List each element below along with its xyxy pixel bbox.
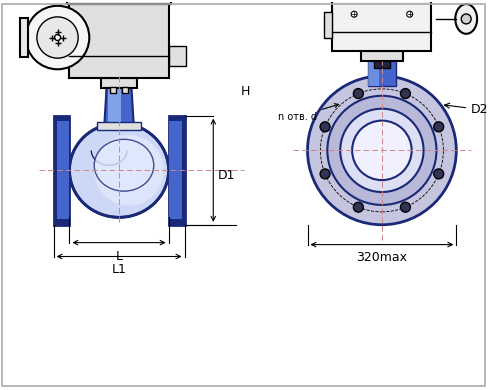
Bar bbox=[374, 58, 390, 68]
Text: L1: L1 bbox=[111, 263, 127, 277]
Circle shape bbox=[354, 89, 363, 99]
Bar bbox=[122, 87, 128, 93]
Bar bbox=[50, 17, 69, 58]
Circle shape bbox=[401, 89, 410, 99]
Text: n отв. d: n отв. d bbox=[278, 104, 338, 122]
Bar bbox=[368, 58, 379, 86]
Bar bbox=[97, 122, 141, 130]
Circle shape bbox=[320, 169, 330, 179]
Ellipse shape bbox=[94, 139, 154, 191]
Polygon shape bbox=[104, 78, 134, 128]
Ellipse shape bbox=[94, 135, 164, 206]
Polygon shape bbox=[108, 78, 121, 128]
Bar bbox=[54, 116, 69, 225]
Circle shape bbox=[434, 122, 444, 132]
Circle shape bbox=[26, 6, 89, 69]
Bar bbox=[168, 116, 185, 225]
Bar bbox=[325, 12, 332, 38]
Bar bbox=[20, 18, 28, 57]
Circle shape bbox=[351, 11, 357, 17]
Bar bbox=[168, 46, 187, 66]
Bar bbox=[361, 51, 403, 61]
Circle shape bbox=[55, 35, 60, 41]
Text: D1: D1 bbox=[218, 168, 236, 182]
Bar bbox=[101, 78, 137, 89]
Text: L: L bbox=[115, 250, 123, 262]
Circle shape bbox=[354, 202, 363, 212]
Text: H: H bbox=[241, 85, 250, 98]
Bar bbox=[332, 0, 432, 51]
Bar bbox=[168, 121, 182, 219]
Circle shape bbox=[320, 122, 330, 132]
Ellipse shape bbox=[455, 4, 477, 34]
Circle shape bbox=[37, 17, 78, 58]
Circle shape bbox=[307, 76, 456, 225]
Bar bbox=[56, 121, 69, 219]
Bar bbox=[69, 4, 168, 78]
Circle shape bbox=[340, 109, 424, 192]
Circle shape bbox=[327, 96, 436, 205]
Text: D2: D2 bbox=[444, 103, 489, 116]
Circle shape bbox=[434, 169, 444, 179]
Circle shape bbox=[352, 121, 411, 180]
Circle shape bbox=[407, 11, 412, 17]
Bar bbox=[110, 87, 116, 93]
Bar bbox=[67, 0, 170, 4]
Circle shape bbox=[401, 202, 410, 212]
Circle shape bbox=[461, 14, 471, 24]
Text: 320max: 320max bbox=[356, 250, 408, 264]
Ellipse shape bbox=[69, 123, 168, 217]
Bar bbox=[368, 58, 396, 86]
